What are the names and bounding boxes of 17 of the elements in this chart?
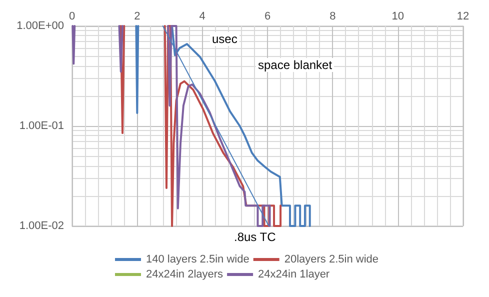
y-tick-label: 1.00E+00 (16, 20, 64, 32)
legend-label: 140 layers 2.5in wide (146, 254, 250, 266)
annotation: space blanket (258, 58, 333, 72)
legend-label: 24x24in 1layer (258, 268, 330, 280)
x-tick-label: 8 (330, 10, 336, 22)
x-tick-label: 6 (264, 10, 271, 22)
x-axis-title: usec (212, 32, 238, 46)
legend-label: 20layers 2.5in wide (284, 254, 379, 266)
y-tick-label: 1.00E-01 (19, 120, 64, 132)
x-tick-label: 2 (134, 10, 140, 22)
text: .8us TC (234, 230, 276, 244)
x-tick-label: 10 (392, 10, 404, 22)
legend-label: 24x24in 2layers (146, 268, 224, 280)
x-tick-label: 4 (199, 10, 206, 22)
x-tick-label: 0 (68, 10, 76, 22)
y-tick-label: 1.00E-02 (19, 220, 64, 232)
x-tick-label: 12 (456, 10, 470, 22)
